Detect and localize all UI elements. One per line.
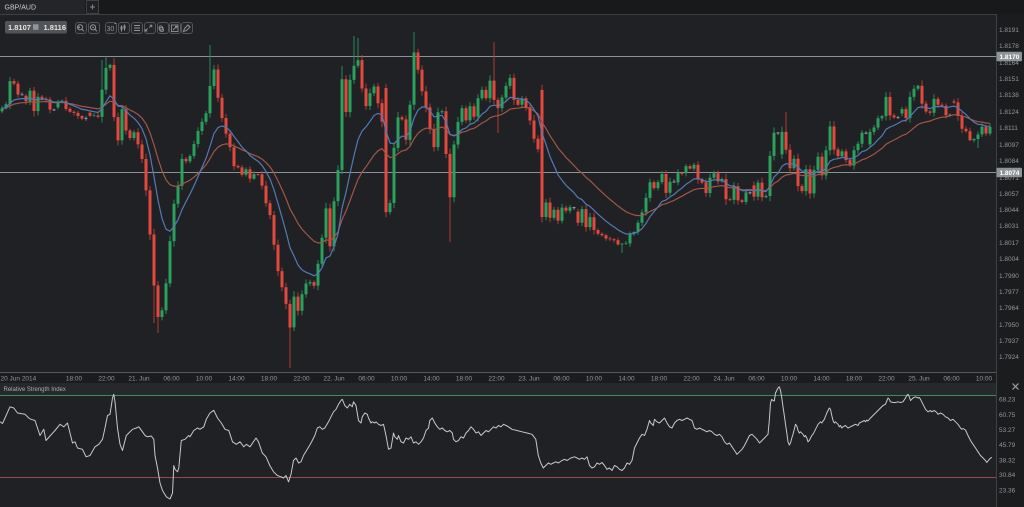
svg-text:18:00: 18:00 — [261, 376, 278, 383]
svg-text:45.79: 45.79 — [999, 442, 1016, 449]
svg-text:1.8191: 1.8191 — [999, 27, 1019, 34]
svg-text:22:00: 22:00 — [98, 376, 115, 383]
svg-text:30: 30 — [107, 26, 115, 33]
svg-text:68.23: 68.23 — [999, 397, 1016, 404]
svg-text:1.8017: 1.8017 — [999, 240, 1019, 247]
svg-text:1.8151: 1.8151 — [999, 76, 1019, 83]
svg-text:1.8124: 1.8124 — [999, 109, 1019, 116]
svg-text:14:00: 14:00 — [423, 376, 440, 383]
svg-text:10:00: 10:00 — [196, 376, 213, 383]
svg-text:24. Jun: 24. Jun — [713, 376, 735, 383]
svg-text:53.27: 53.27 — [999, 427, 1016, 434]
svg-text:GBP/AUD: GBP/AUD — [5, 5, 37, 12]
svg-text:22. Jun: 22. Jun — [323, 376, 345, 383]
svg-text:1.7950: 1.7950 — [999, 322, 1019, 329]
svg-text:10:00: 10:00 — [391, 376, 408, 383]
svg-text:1.8004: 1.8004 — [999, 256, 1019, 263]
svg-text:1.8164: 1.8164 — [999, 60, 1019, 67]
svg-text:14:00: 14:00 — [813, 376, 830, 383]
svg-text:1.7937: 1.7937 — [999, 338, 1019, 345]
svg-text:1.8178: 1.8178 — [999, 43, 1019, 50]
svg-text:1.8071: 1.8071 — [999, 175, 1019, 182]
svg-text:1.8107: 1.8107 — [8, 23, 31, 32]
svg-text:20 Jun 2014: 20 Jun 2014 — [1, 376, 37, 383]
svg-text:25. Jun: 25. Jun — [908, 376, 930, 383]
svg-text:1.8074: 1.8074 — [1000, 170, 1020, 177]
svg-text:38.32: 38.32 — [999, 458, 1016, 465]
svg-text:1.7964: 1.7964 — [999, 305, 1019, 312]
svg-text:1.8044: 1.8044 — [999, 207, 1019, 214]
svg-text:1.8097: 1.8097 — [999, 142, 1019, 149]
svg-text:60.75: 60.75 — [999, 412, 1016, 419]
svg-text:22:00: 22:00 — [683, 376, 700, 383]
svg-text:06:00: 06:00 — [553, 376, 570, 383]
svg-text:21. Jun: 21. Jun — [128, 376, 150, 383]
svg-text:1.8116: 1.8116 — [44, 23, 67, 32]
svg-text:1.8031: 1.8031 — [999, 223, 1019, 230]
svg-text:1.7924: 1.7924 — [999, 354, 1019, 361]
svg-text:10:00: 10:00 — [586, 376, 603, 383]
svg-text:14:00: 14:00 — [228, 376, 245, 383]
svg-text:18:00: 18:00 — [651, 376, 668, 383]
svg-text:1.7990: 1.7990 — [999, 273, 1019, 280]
svg-text:30.84: 30.84 — [999, 472, 1016, 479]
svg-text:06:00: 06:00 — [943, 376, 960, 383]
svg-text:10:00: 10:00 — [976, 376, 993, 383]
svg-text:1.8138: 1.8138 — [999, 92, 1019, 99]
svg-text:14:00: 14:00 — [618, 376, 635, 383]
svg-text:22:00: 22:00 — [293, 376, 310, 383]
svg-text:1.7977: 1.7977 — [999, 289, 1019, 296]
svg-text:06:00: 06:00 — [358, 376, 375, 383]
svg-text:1.8111: 1.8111 — [999, 125, 1018, 132]
svg-text:10:00: 10:00 — [781, 376, 798, 383]
svg-text:22:00: 22:00 — [878, 376, 895, 383]
svg-text:23.36: 23.36 — [999, 488, 1016, 495]
svg-text:18:00: 18:00 — [456, 376, 473, 383]
svg-text:1.8057: 1.8057 — [999, 191, 1019, 198]
svg-text:23. Jun: 23. Jun — [518, 376, 540, 383]
svg-text:06:00: 06:00 — [163, 376, 180, 383]
svg-text:22:00: 22:00 — [488, 376, 505, 383]
svg-text:18:00: 18:00 — [66, 376, 83, 383]
svg-text:Relative Strength Index: Relative Strength Index — [4, 387, 66, 393]
svg-text:1.8170: 1.8170 — [1000, 54, 1020, 61]
svg-text:06:00: 06:00 — [748, 376, 765, 383]
svg-text:18:00: 18:00 — [846, 376, 863, 383]
svg-text:1.8084: 1.8084 — [999, 158, 1019, 165]
